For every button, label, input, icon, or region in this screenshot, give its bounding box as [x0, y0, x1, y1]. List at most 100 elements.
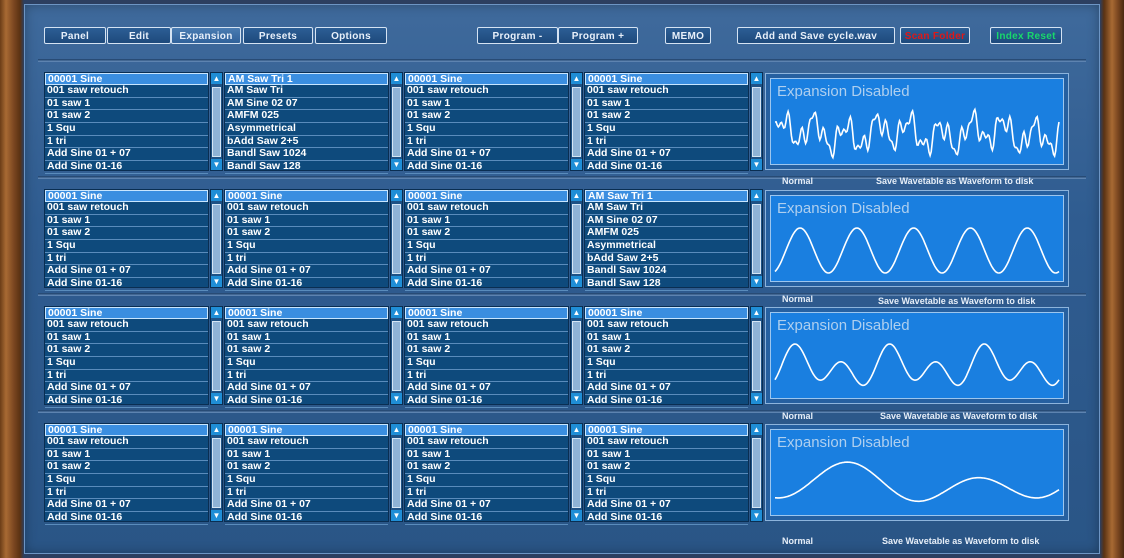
- list-scrollbar[interactable]: ▲ ▼: [570, 423, 583, 522]
- scroll-thumb[interactable]: [572, 204, 581, 274]
- list-item[interactable]: Add Sine 01 + 07: [405, 148, 568, 162]
- scroll-thumb[interactable]: [572, 87, 581, 157]
- chevron-up-icon[interactable]: ▲: [571, 190, 582, 201]
- list-item[interactable]: 00001 Sine: [585, 424, 748, 436]
- list-item[interactable]: Add Sine 01-16: [225, 278, 388, 291]
- list-item[interactable]: Bandl Saw 1024: [585, 265, 748, 279]
- list-item[interactable]: Add Sine 01-16: [405, 395, 568, 408]
- scroll-thumb[interactable]: [752, 87, 761, 157]
- list-item[interactable]: 1 tri: [405, 370, 568, 383]
- options-button[interactable]: Options: [315, 27, 387, 44]
- list-item[interactable]: 01 saw 2: [225, 227, 388, 241]
- wave-list[interactable]: 00001 Sine 001 saw retouch 01 saw 1 01 saw …: [224, 189, 389, 291]
- chevron-down-icon[interactable]: ▼: [211, 393, 222, 404]
- list-scrollbar[interactable]: ▲ ▼: [570, 189, 583, 288]
- add-and-save-cycle-wav-button[interactable]: Add and Save cycle.wav: [737, 27, 895, 44]
- chevron-down-icon[interactable]: ▼: [391, 159, 402, 170]
- list-item[interactable]: 1 tri: [225, 253, 388, 266]
- list-item[interactable]: Add Sine 01-16: [585, 512, 748, 525]
- list-item[interactable]: 01 saw 1: [405, 215, 568, 228]
- list-item[interactable]: 1 tri: [45, 253, 208, 266]
- list-item[interactable]: 01 saw 1: [405, 332, 568, 345]
- list-item[interactable]: 1 Squ: [45, 240, 208, 253]
- list-item[interactable]: 00001 Sine: [45, 190, 208, 202]
- list-item[interactable]: 1 Squ: [45, 357, 208, 370]
- list-item[interactable]: 00001 Sine: [585, 307, 748, 319]
- list-item[interactable]: 1 tri: [45, 136, 208, 149]
- list-item[interactable]: 01 saw 1: [585, 449, 748, 462]
- list-scrollbar[interactable]: ▲ ▼: [390, 189, 403, 288]
- chevron-down-icon[interactable]: ▼: [571, 510, 582, 521]
- save-waveform-button[interactable]: Save Wavetable as Waveform to disk: [882, 536, 1040, 546]
- list-item[interactable]: 00001 Sine: [405, 190, 568, 202]
- wave-list[interactable]: 00001 Sine 001 saw retouch 01 saw 1 01 saw …: [224, 306, 389, 408]
- list-scrollbar[interactable]: ▲ ▼: [570, 72, 583, 171]
- list-item[interactable]: 00001 Sine: [585, 73, 748, 85]
- list-scrollbar[interactable]: ▲ ▼: [750, 423, 763, 522]
- wave-list[interactable]: 00001 Sine 001 saw retouch 01 saw 1 01 saw …: [404, 306, 569, 408]
- list-item[interactable]: bAdd Saw 2+5: [225, 136, 388, 149]
- list-item[interactable]: Add Sine 01-16: [45, 161, 208, 174]
- list-item[interactable]: Add Sine 01 + 07: [225, 265, 388, 279]
- list-item[interactable]: 00001 Sine: [405, 424, 568, 436]
- list-scrollbar[interactable]: ▲ ▼: [210, 72, 223, 171]
- chevron-up-icon[interactable]: ▲: [571, 73, 582, 84]
- list-item[interactable]: Add Sine 01 + 07: [45, 265, 208, 279]
- list-item[interactable]: 01 saw 2: [585, 344, 748, 358]
- list-item[interactable]: AM Saw Tri 1: [585, 190, 748, 202]
- memo-button[interactable]: MEMO: [665, 27, 711, 44]
- list-item[interactable]: 1 Squ: [225, 474, 388, 487]
- list-item[interactable]: 1 Squ: [405, 474, 568, 487]
- list-item[interactable]: Add Sine 01-16: [225, 395, 388, 408]
- chevron-down-icon[interactable]: ▼: [391, 510, 402, 521]
- scroll-thumb[interactable]: [572, 438, 581, 508]
- list-scrollbar[interactable]: ▲ ▼: [570, 306, 583, 405]
- list-scrollbar[interactable]: ▲ ▼: [210, 423, 223, 522]
- index-reset-button[interactable]: Index Reset: [990, 27, 1062, 44]
- scroll-thumb[interactable]: [392, 321, 401, 391]
- wave-list[interactable]: 00001 Sine 001 saw retouch 01 saw 1 01 saw …: [224, 423, 389, 525]
- chevron-up-icon[interactable]: ▲: [751, 424, 762, 435]
- list-item[interactable]: 00001 Sine: [45, 307, 208, 319]
- list-item[interactable]: 01 saw 1: [45, 449, 208, 462]
- chevron-down-icon[interactable]: ▼: [211, 510, 222, 521]
- chevron-down-icon[interactable]: ▼: [751, 159, 762, 170]
- list-item[interactable]: 1 Squ: [585, 474, 748, 487]
- list-scrollbar[interactable]: ▲ ▼: [390, 423, 403, 522]
- program-button[interactable]: Program +: [558, 27, 638, 44]
- chevron-down-icon[interactable]: ▼: [391, 393, 402, 404]
- list-item[interactable]: AM Sine 02 07: [585, 215, 748, 228]
- wave-list[interactable]: 00001 Sine 001 saw retouch 01 saw 1 01 saw …: [44, 306, 209, 408]
- list-item[interactable]: AMFM 025: [585, 227, 748, 241]
- expansion-button[interactable]: Expansion: [171, 27, 241, 44]
- wave-list[interactable]: 00001 Sine 001 saw retouch 01 saw 1 01 saw …: [584, 72, 749, 174]
- list-item[interactable]: 1 tri: [405, 487, 568, 500]
- list-item[interactable]: Add Sine 01 + 07: [225, 499, 388, 513]
- scroll-thumb[interactable]: [212, 87, 221, 157]
- list-item[interactable]: 00001 Sine: [45, 424, 208, 436]
- scroll-thumb[interactable]: [392, 438, 401, 508]
- list-item[interactable]: 00001 Sine: [225, 190, 388, 202]
- list-item[interactable]: 01 saw 2: [225, 344, 388, 358]
- list-item[interactable]: 1 tri: [405, 253, 568, 266]
- list-item[interactable]: 1 tri: [225, 370, 388, 383]
- list-item[interactable]: 01 saw 1: [225, 215, 388, 228]
- list-item[interactable]: Add Sine 01-16: [45, 512, 208, 525]
- list-item[interactable]: 1 Squ: [585, 123, 748, 136]
- list-item[interactable]: 1 tri: [225, 487, 388, 500]
- list-item[interactable]: 01 saw 2: [405, 110, 568, 124]
- list-item[interactable]: 01 saw 1: [585, 332, 748, 345]
- wave-list[interactable]: 00001 Sine 001 saw retouch 01 saw 1 01 saw …: [584, 423, 749, 525]
- list-item[interactable]: Asymmetrical: [225, 123, 388, 136]
- presets-button[interactable]: Presets: [243, 27, 313, 44]
- list-item[interactable]: 001 saw retouch: [225, 319, 388, 332]
- list-item[interactable]: Add Sine 01 + 07: [585, 499, 748, 513]
- list-item[interactable]: 1 tri: [585, 136, 748, 149]
- list-item[interactable]: 00001 Sine: [225, 424, 388, 436]
- wave-list[interactable]: 00001 Sine 001 saw retouch 01 saw 1 01 saw …: [584, 306, 749, 408]
- mode-label[interactable]: Normal: [782, 536, 814, 546]
- wave-list[interactable]: 00001 Sine 001 saw retouch 01 saw 1 01 saw …: [404, 423, 569, 525]
- scroll-thumb[interactable]: [752, 438, 761, 508]
- wave-list[interactable]: AM Saw Tri 1 AM Saw Tri AM Sine 02 07 AMFM …: [224, 72, 389, 174]
- list-scrollbar[interactable]: ▲ ▼: [750, 189, 763, 288]
